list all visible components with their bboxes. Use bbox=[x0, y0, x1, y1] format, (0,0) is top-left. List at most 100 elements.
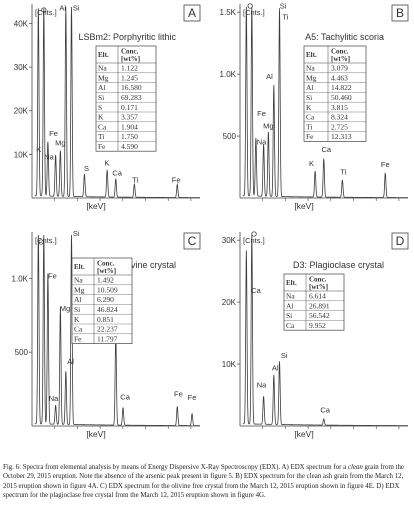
table-header-conc: Conc. bbox=[97, 260, 115, 268]
peak-label-na: Na bbox=[257, 381, 267, 390]
peak-label-ti: Ti bbox=[340, 167, 346, 176]
peak-label-na: Na bbox=[257, 138, 267, 147]
table-cell-conc: 3.357 bbox=[121, 113, 138, 122]
peak-label-ca: Ca bbox=[112, 168, 122, 177]
panel-letter: A bbox=[188, 6, 196, 20]
y-tick-label: 10K bbox=[222, 360, 237, 369]
table-cell-element: Ti bbox=[306, 122, 312, 131]
table-cell-conc: 12.313 bbox=[331, 132, 352, 141]
table-cell-element: Na bbox=[286, 292, 295, 301]
caption-emphasis: clean bbox=[347, 464, 363, 471]
y-tick-label: 10K bbox=[14, 150, 29, 159]
table-cell-conc: 16.580 bbox=[121, 83, 142, 92]
peak-label-na: Na bbox=[49, 394, 59, 403]
y-axis-label: [Cnts.] bbox=[35, 236, 57, 245]
table-cell-element: Na bbox=[74, 276, 83, 285]
table-border bbox=[71, 257, 133, 344]
y-tick-label: 40K bbox=[14, 19, 29, 28]
y-tick-label: 500 bbox=[15, 348, 29, 357]
caption-text: grain from the October 29, 2015 eruption… bbox=[3, 464, 404, 500]
peak-label-al: Al bbox=[59, 3, 66, 12]
peak-label-k: K bbox=[36, 145, 41, 154]
table-cell-element: Mg bbox=[74, 285, 85, 294]
panel-title: D3: Plagioclase crystal bbox=[293, 260, 384, 270]
peak-label-si: Si bbox=[73, 3, 80, 12]
peak-label-fe: Fe bbox=[48, 271, 57, 280]
panel-letter-box bbox=[183, 4, 201, 22]
table-cell-conc: 8.324 bbox=[331, 113, 348, 122]
table-header-element: Elt. bbox=[306, 51, 317, 59]
peak-label-s: S bbox=[84, 164, 89, 173]
panel-letter-box bbox=[391, 232, 409, 250]
table-cell-conc: 0.851 bbox=[97, 315, 114, 324]
peak-label-o: O bbox=[41, 6, 47, 15]
peak-label-ca: Ca bbox=[120, 392, 130, 401]
table-cell-element: K bbox=[306, 103, 312, 112]
table-cell-element: K bbox=[98, 113, 104, 122]
peak-label-ti: Ti bbox=[282, 13, 288, 22]
spectrum-line bbox=[242, 6, 408, 199]
table-border bbox=[95, 45, 157, 152]
table-cell-element: Mg bbox=[98, 73, 109, 82]
table-cell-conc: 0.171 bbox=[121, 103, 138, 112]
table-border bbox=[283, 273, 345, 331]
panel-letter: C bbox=[188, 234, 197, 248]
concentration-table: Elt. Conc.[wt%] Na 1.492 Mg 10.509 Al 6.290 Si 46… bbox=[71, 257, 133, 344]
table-cell-conc: 11.797 bbox=[97, 334, 118, 343]
peak-label-ca: Ca bbox=[320, 405, 330, 414]
table-cell-conc: 6.614 bbox=[309, 292, 326, 301]
table-cell-element: Si bbox=[98, 93, 104, 102]
table-cell-element: Si bbox=[74, 305, 80, 314]
peak-label-mg: Mg bbox=[55, 139, 65, 148]
peak-label-ti: Ti bbox=[132, 176, 138, 185]
peak-label-k: K bbox=[309, 159, 314, 168]
peak-label-si: Si bbox=[73, 229, 80, 238]
table-cell-element: Al bbox=[74, 295, 82, 304]
table-cell-element: Na bbox=[306, 64, 315, 73]
concentration-table: Elt. Conc.[wt%] Na 6.614 Al 26.891 Si 56.542 Ca 9… bbox=[283, 273, 345, 331]
peak-label-al: Al bbox=[67, 357, 74, 366]
peak-label-k: K bbox=[104, 158, 109, 167]
table-cell-conc: 6.290 bbox=[97, 295, 114, 304]
table-cell-conc: 1.122 bbox=[121, 64, 138, 73]
peak-label-fe: Fe bbox=[174, 389, 183, 398]
spectrum-line bbox=[34, 234, 200, 427]
table-cell-conc: 4.463 bbox=[331, 73, 348, 82]
y-axis-label: [Cnts.] bbox=[243, 8, 265, 17]
panel-title: A5: Tachylitic scoria bbox=[305, 32, 384, 42]
table-cell-conc: 26.891 bbox=[309, 301, 330, 310]
table-header-conc: Conc. bbox=[331, 48, 349, 56]
table-header-conc: [wt%] bbox=[121, 55, 140, 63]
concentration-table: Elt. Conc.[wt%] Na 3.079 Mg 4.463 Al 14.822 Si 50… bbox=[303, 45, 367, 142]
panel-letter-box bbox=[183, 232, 201, 250]
table-cell-conc: 1.492 bbox=[97, 276, 114, 285]
x-axis-label: [keV] bbox=[86, 201, 105, 211]
table-cell-element: Si bbox=[306, 93, 312, 102]
y-axis-label: [Cnts.] bbox=[243, 236, 265, 245]
table-header-conc: Conc. bbox=[121, 48, 139, 56]
table-header-conc: Conc. bbox=[309, 276, 327, 284]
peak-label-ca: Ca bbox=[321, 145, 331, 154]
table-cell-element: Al bbox=[98, 83, 106, 92]
table-cell-conc: 56.542 bbox=[309, 311, 330, 320]
table-cell-element: Ca bbox=[98, 122, 107, 131]
peak-label-fe: Fe bbox=[188, 393, 197, 402]
y-tick-label: 1.0K bbox=[220, 70, 237, 79]
panel-title: LSBm2: Porphyritic lithic bbox=[78, 32, 176, 42]
concentration-table: Elt. Conc.[wt%] Na 1.122 Mg 1.245 Al 16.580 Si 69… bbox=[95, 45, 157, 152]
table-cell-conc: 50.460 bbox=[331, 93, 352, 102]
table-cell-element: Al bbox=[286, 301, 294, 310]
panel-letter-box bbox=[391, 4, 409, 22]
table-cell-element: Ti bbox=[98, 132, 104, 141]
peak-label-mg: Mg bbox=[60, 304, 70, 313]
table-cell-element: Al bbox=[306, 83, 314, 92]
table-cell-element: Ca bbox=[286, 321, 295, 330]
panel-letter: B bbox=[396, 6, 404, 20]
spectrum-line bbox=[242, 235, 408, 427]
peak-label-o: O bbox=[247, 1, 253, 10]
table-cell-element: Fe bbox=[98, 142, 106, 151]
table-cell-conc: 3.815 bbox=[331, 103, 348, 112]
peak-label-fe: Fe bbox=[172, 176, 181, 185]
